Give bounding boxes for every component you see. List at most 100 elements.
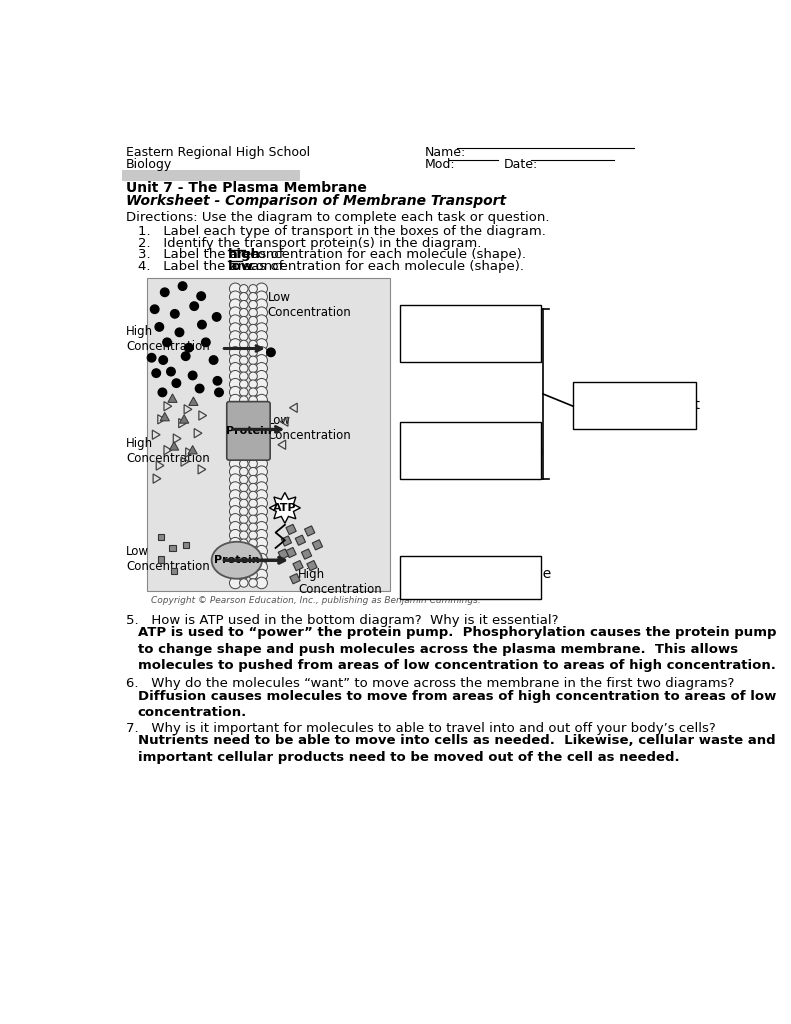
Text: Worksheet - Comparison of Membrane Transport: Worksheet - Comparison of Membrane Trans… bbox=[126, 194, 506, 208]
Circle shape bbox=[229, 553, 241, 565]
Circle shape bbox=[255, 394, 267, 406]
Circle shape bbox=[249, 340, 257, 349]
Circle shape bbox=[159, 355, 168, 365]
Circle shape bbox=[255, 553, 267, 565]
Text: Protein: Protein bbox=[214, 555, 259, 565]
Circle shape bbox=[240, 420, 248, 428]
Text: Simple Diffusion: Simple Diffusion bbox=[406, 327, 519, 341]
Circle shape bbox=[229, 339, 241, 350]
Circle shape bbox=[249, 428, 257, 436]
Circle shape bbox=[255, 481, 267, 494]
Circle shape bbox=[255, 314, 267, 327]
Circle shape bbox=[255, 489, 267, 502]
Polygon shape bbox=[286, 548, 296, 558]
Circle shape bbox=[255, 307, 267, 318]
Text: low: low bbox=[228, 260, 254, 273]
Circle shape bbox=[255, 331, 267, 342]
Text: Protein: Protein bbox=[225, 426, 271, 436]
Text: 7.   Why is it important for molecules to able to travel into and out off your b: 7. Why is it important for molecules to … bbox=[126, 722, 716, 735]
Circle shape bbox=[249, 483, 257, 492]
Circle shape bbox=[255, 561, 267, 572]
Polygon shape bbox=[171, 568, 177, 574]
FancyBboxPatch shape bbox=[122, 170, 301, 181]
Ellipse shape bbox=[212, 542, 262, 579]
Text: Copyright © Pearson Education, Inc., publishing as Benjamin Cummings.: Copyright © Pearson Education, Inc., pub… bbox=[151, 596, 481, 604]
Circle shape bbox=[249, 570, 257, 580]
Circle shape bbox=[240, 365, 248, 373]
Circle shape bbox=[158, 388, 167, 396]
Circle shape bbox=[249, 435, 257, 444]
Text: concentration for each molecule (shape).: concentration for each molecule (shape). bbox=[244, 260, 524, 273]
Circle shape bbox=[240, 428, 248, 436]
Circle shape bbox=[240, 380, 248, 388]
Circle shape bbox=[240, 316, 248, 325]
Circle shape bbox=[240, 555, 248, 563]
Circle shape bbox=[249, 380, 257, 388]
Polygon shape bbox=[307, 560, 317, 570]
Circle shape bbox=[255, 339, 267, 350]
Circle shape bbox=[249, 475, 257, 484]
Circle shape bbox=[240, 475, 248, 484]
Circle shape bbox=[249, 555, 257, 563]
FancyBboxPatch shape bbox=[399, 556, 541, 599]
Circle shape bbox=[240, 285, 248, 293]
Circle shape bbox=[214, 377, 221, 385]
Polygon shape bbox=[180, 415, 189, 423]
Circle shape bbox=[249, 523, 257, 531]
Circle shape bbox=[255, 291, 267, 302]
Circle shape bbox=[229, 529, 241, 541]
Text: 1.   Label each type of transport in the boxes of the diagram.: 1. Label each type of transport in the b… bbox=[138, 225, 546, 239]
Circle shape bbox=[255, 371, 267, 382]
Circle shape bbox=[155, 323, 164, 331]
Circle shape bbox=[240, 396, 248, 404]
FancyBboxPatch shape bbox=[399, 305, 541, 361]
Circle shape bbox=[229, 521, 241, 534]
Circle shape bbox=[198, 321, 206, 329]
Circle shape bbox=[249, 460, 257, 468]
Circle shape bbox=[255, 283, 267, 295]
Circle shape bbox=[229, 411, 241, 422]
Circle shape bbox=[249, 539, 257, 548]
Circle shape bbox=[229, 538, 241, 549]
Circle shape bbox=[229, 442, 241, 454]
Circle shape bbox=[240, 412, 248, 420]
Circle shape bbox=[249, 579, 257, 587]
Circle shape bbox=[229, 314, 241, 327]
Circle shape bbox=[240, 500, 248, 508]
Text: Unit 7 - The Plasma Membrane: Unit 7 - The Plasma Membrane bbox=[126, 180, 367, 195]
Circle shape bbox=[229, 458, 241, 469]
Text: High
Concentration: High Concentration bbox=[126, 325, 210, 352]
Circle shape bbox=[229, 569, 241, 581]
Text: Facilitated Diffusion: Facilitated Diffusion bbox=[406, 444, 543, 458]
Circle shape bbox=[229, 291, 241, 302]
Text: Nutrients need to be able to move into cells as needed.  Likewise, cellular wast: Nutrients need to be able to move into c… bbox=[138, 734, 775, 764]
Circle shape bbox=[255, 411, 267, 422]
Circle shape bbox=[229, 331, 241, 342]
Circle shape bbox=[240, 539, 248, 548]
Circle shape bbox=[240, 570, 248, 580]
Circle shape bbox=[152, 369, 161, 378]
Circle shape bbox=[240, 308, 248, 316]
Circle shape bbox=[249, 403, 257, 413]
Polygon shape bbox=[295, 536, 305, 546]
Polygon shape bbox=[160, 413, 169, 421]
Circle shape bbox=[229, 307, 241, 318]
Circle shape bbox=[249, 372, 257, 381]
Circle shape bbox=[249, 332, 257, 341]
Circle shape bbox=[249, 412, 257, 420]
Circle shape bbox=[255, 362, 267, 374]
Polygon shape bbox=[286, 524, 296, 535]
Circle shape bbox=[255, 426, 267, 437]
FancyBboxPatch shape bbox=[399, 423, 541, 478]
Circle shape bbox=[255, 354, 267, 367]
Circle shape bbox=[249, 285, 257, 293]
Circle shape bbox=[249, 300, 257, 309]
Circle shape bbox=[240, 435, 248, 444]
Circle shape bbox=[249, 443, 257, 452]
Circle shape bbox=[229, 561, 241, 572]
Circle shape bbox=[240, 332, 248, 341]
Text: Diffusion causes molecules to move from areas of high concentration to areas of : Diffusion causes molecules to move from … bbox=[138, 689, 776, 719]
Circle shape bbox=[184, 343, 193, 352]
Text: Name:: Name: bbox=[425, 146, 466, 159]
Text: Low
Concentration: Low Concentration bbox=[268, 291, 351, 318]
